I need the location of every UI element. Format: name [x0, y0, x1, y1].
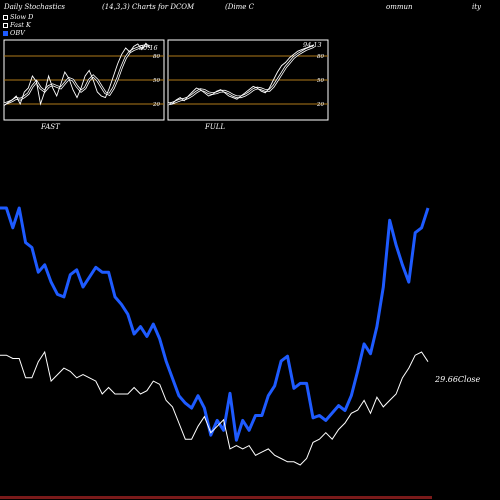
obv-line	[0, 206, 430, 442]
fast-slow-d-core	[3, 45, 151, 105]
legend-label-slow-d: Slow D	[10, 13, 34, 21]
fast-level-label: 50	[153, 78, 160, 84]
chart-params: (14,3,3) Charts for DCOM	[102, 3, 195, 11]
full-slow-d-core	[167, 45, 315, 105]
legend-label-obv: OBV	[10, 29, 25, 37]
legend-swatch-fast-k	[3, 22, 8, 28]
fast-panel-title: FAST	[40, 123, 61, 131]
full-level-label: 80	[317, 54, 324, 60]
fast-level-label: 20	[152, 102, 160, 108]
full-level-label: 20	[316, 102, 324, 108]
full-last-value-label: 94.13	[303, 41, 322, 49]
fast-panel: 80 50 20 90.16 FAST	[3, 39, 165, 131]
legend-obv: OBV	[3, 29, 25, 37]
full-fast-k-line	[167, 44, 315, 105]
full-panel-title: FULL	[204, 123, 225, 131]
company-name-part-c: ity	[472, 3, 482, 11]
legend-swatch-slow-d	[3, 14, 8, 20]
fast-last-value-label: 90.16	[139, 44, 158, 52]
legend-slow-d: Slow D	[3, 13, 33, 21]
close-value-label: 29.66Close	[434, 375, 481, 384]
legend-fast-k: Fast K	[3, 21, 31, 29]
full-panel: 80 50 20 94.13 FULL	[167, 39, 329, 131]
full-level-label: 50	[317, 78, 324, 84]
fast-level-label: 80	[153, 54, 160, 60]
legend-swatch-obv	[3, 30, 8, 36]
price-panel: 29.66Close	[0, 206, 481, 466]
close-price-line	[0, 350, 429, 466]
company-name-part-b: ommun	[386, 3, 413, 11]
fast-fast-k-line	[3, 42, 151, 106]
full-slow-d-line	[167, 45, 315, 106]
company-name-part-a: (Dime C	[225, 3, 254, 11]
chart-title: Daily Stochastics	[4, 3, 66, 11]
legend-label-fast-k: Fast K	[10, 21, 31, 29]
bottom-bar	[0, 496, 432, 499]
